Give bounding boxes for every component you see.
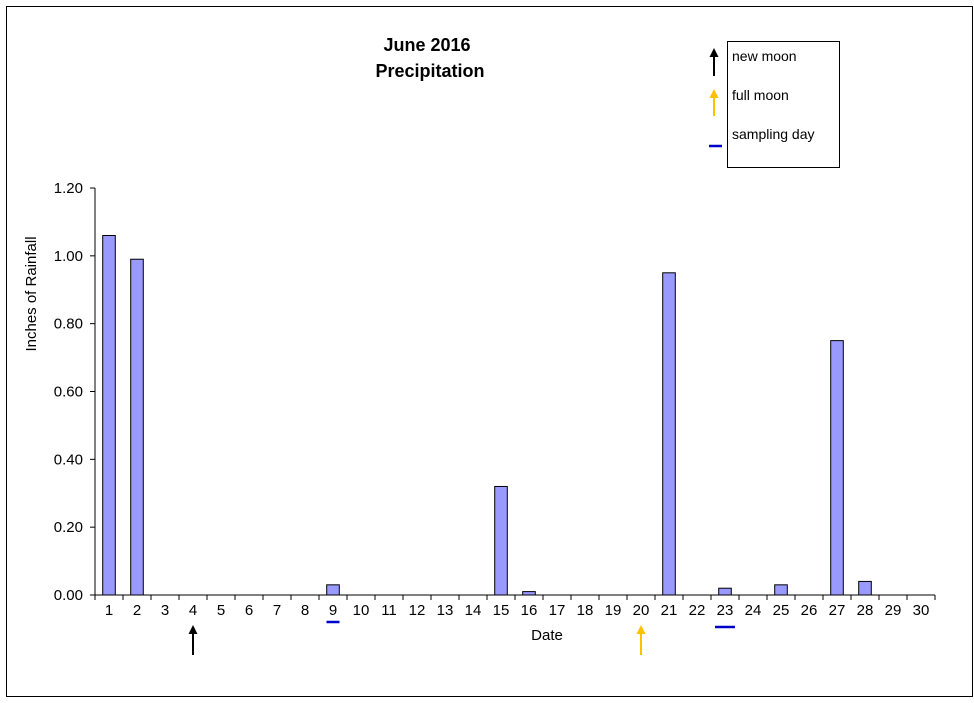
chart-title-line1: June 2016 bbox=[383, 35, 470, 55]
y-tick-label: 0.80 bbox=[54, 316, 83, 333]
x-tick-label: 27 bbox=[829, 602, 846, 619]
x-axis: 1 2 3 4 5 6 7 8 9 10 11 12 13 14 15 16 17 18 19 20 21 22 23 24 2… bbox=[94, 594, 936, 619]
x-tick-label: 20 bbox=[633, 602, 650, 619]
bar bbox=[522, 591, 536, 596]
yellow-arrow-icon bbox=[709, 89, 719, 116]
x-tick-label: 11 bbox=[381, 602, 397, 619]
legend: new moon full moon sampling day bbox=[709, 41, 840, 168]
y-tick-label: 1.00 bbox=[54, 248, 83, 265]
x-tick-label: 13 bbox=[437, 602, 454, 619]
x-tick-label: 21 bbox=[661, 602, 678, 619]
x-axis-label: Date bbox=[531, 627, 563, 644]
bar bbox=[130, 258, 144, 596]
x-tick-label: 25 bbox=[773, 602, 790, 619]
x-tick-label: 22 bbox=[689, 602, 706, 619]
x-tick-label: 12 bbox=[409, 602, 426, 619]
x-tick-label: 14 bbox=[465, 602, 482, 619]
bar bbox=[494, 485, 508, 596]
legend-label-new-moon: new moon bbox=[732, 48, 797, 64]
full-moon-marker bbox=[636, 625, 646, 655]
x-tick-label: 24 bbox=[745, 602, 762, 619]
event-markers bbox=[188, 620, 735, 655]
x-tick-label: 28 bbox=[857, 602, 874, 619]
y-tick-label: 0.20 bbox=[54, 519, 83, 536]
x-tick-label: 30 bbox=[913, 602, 930, 619]
y-tick-label: 0.00 bbox=[54, 587, 83, 604]
legend-label-sampling-day: sampling day bbox=[732, 126, 815, 142]
x-tick-label: 6 bbox=[245, 602, 253, 619]
bar bbox=[830, 340, 844, 596]
legend-box bbox=[727, 41, 840, 168]
bar bbox=[662, 272, 676, 596]
y-tick-label: 0.60 bbox=[54, 384, 83, 401]
x-tick-label: 5 bbox=[217, 602, 225, 619]
bars bbox=[102, 234, 872, 596]
bar bbox=[326, 584, 340, 596]
new-moon-marker bbox=[188, 625, 198, 655]
x-tick-label: 15 bbox=[493, 602, 510, 619]
bar bbox=[858, 580, 872, 596]
y-axis: 0.00 0.20 0.40 0.60 0.80 1.00 1.20 bbox=[54, 180, 96, 604]
x-tick-label: 4 bbox=[189, 602, 197, 619]
x-tick-label: 19 bbox=[605, 602, 622, 619]
x-tick-label: 9 bbox=[329, 602, 337, 619]
black-arrow-icon bbox=[709, 48, 719, 76]
y-tick-label: 0.40 bbox=[54, 451, 83, 468]
y-tick-label: 1.20 bbox=[54, 180, 83, 197]
x-tick-label: 18 bbox=[577, 602, 594, 619]
bar bbox=[774, 584, 788, 596]
x-tick-label: 2 bbox=[133, 602, 141, 619]
x-tick-label: 16 bbox=[521, 602, 538, 619]
x-tick-label: 26 bbox=[801, 602, 818, 619]
bar bbox=[102, 234, 116, 596]
x-tick-label: 1 bbox=[105, 602, 113, 619]
x-tick-label: 17 bbox=[549, 602, 566, 619]
x-tick-label: 23 bbox=[717, 602, 734, 619]
x-tick-label: 3 bbox=[161, 602, 169, 619]
x-tick-label: 10 bbox=[353, 602, 370, 619]
y-axis-label: Inches of Rainfall bbox=[23, 236, 40, 351]
chart-title-line2: Precipitation bbox=[375, 61, 484, 81]
x-tick-label: 7 bbox=[273, 602, 281, 619]
x-tick-label: 29 bbox=[885, 602, 902, 619]
x-tick-label: 8 bbox=[301, 602, 309, 619]
bar bbox=[718, 587, 732, 596]
legend-label-full-moon: full moon bbox=[732, 87, 789, 103]
